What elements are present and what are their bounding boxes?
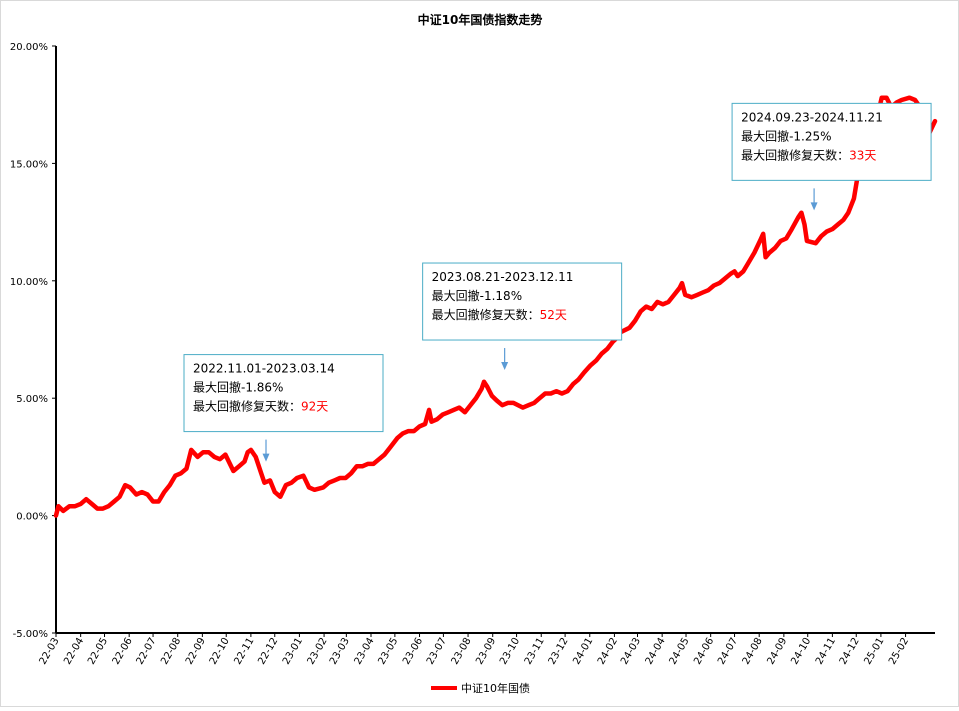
legend: 中证10年国债: [431, 681, 530, 695]
callout-repair-label: 最大回撤修复天数：: [741, 147, 849, 162]
callout-repair: 最大回撤修复天数：92天: [193, 399, 328, 414]
callout-drawdown: 最大回撤-1.86%: [193, 380, 283, 395]
y-tick-label: 0.00%: [16, 512, 48, 523]
y-tick-label: 5.00%: [16, 394, 48, 405]
callout-repair-label: 最大回撤修复天数：: [432, 307, 540, 322]
series-line: [53, 95, 938, 518]
callout-repair-label: 最大回撤修复天数：: [193, 399, 301, 414]
callout-arrow-head: [810, 202, 818, 211]
callout-period: 2023.08.21-2023.12.11: [432, 270, 574, 284]
y-tick-label: 10.00%: [10, 277, 48, 288]
callout-period: 2022.11.01-2023.03.14: [193, 362, 335, 376]
y-tick-label: -5.00%: [13, 629, 48, 640]
series-layer: [53, 95, 938, 518]
callout-2: 2023.08.21-2023.12.11 最大回撤-1.18% 最大回撤修复天数：…: [422, 262, 623, 371]
y-axis: -5.00% 0.00% 5.00% 10.00% 15.00% 20.00%: [10, 42, 57, 640]
callout-period: 2024.09.23-2024.11.21: [741, 110, 883, 124]
callout-repair-days: 52天: [540, 308, 567, 322]
callout-arrow-head: [262, 453, 270, 462]
y-tick-label: 15.00%: [10, 159, 48, 170]
callout-repair-days: 33天: [849, 148, 876, 162]
callout-repair: 最大回撤修复天数：52天: [432, 307, 567, 322]
callout-repair: 最大回撤修复天数：33天: [741, 147, 876, 162]
callout-1: 2022.11.01-2023.03.14 最大回撤-1.86% 最大回撤修复天数：…: [183, 354, 384, 462]
callout-drawdown: 最大回撤-1.18%: [432, 288, 522, 303]
y-tick-label: 20.00%: [10, 42, 48, 53]
callout-box: [731, 102, 932, 181]
callout-repair-days: 92天: [301, 400, 328, 414]
callout-drawdown: 最大回撤-1.25%: [741, 128, 831, 143]
callout-box: [422, 262, 623, 341]
callouts: 2022.11.01-2023.03.14 最大回撤-1.86% 最大回撤修复天数：…: [183, 102, 932, 462]
chart-title: 中证10年国债指数走势: [418, 12, 543, 27]
callout-3: 2024.09.23-2024.11.21 最大回撤-1.25% 最大回撤修复天数：…: [731, 102, 932, 211]
legend-label: 中证10年国债: [461, 681, 530, 695]
callout-box: [183, 354, 384, 433]
callout-arrow-head: [501, 362, 509, 371]
